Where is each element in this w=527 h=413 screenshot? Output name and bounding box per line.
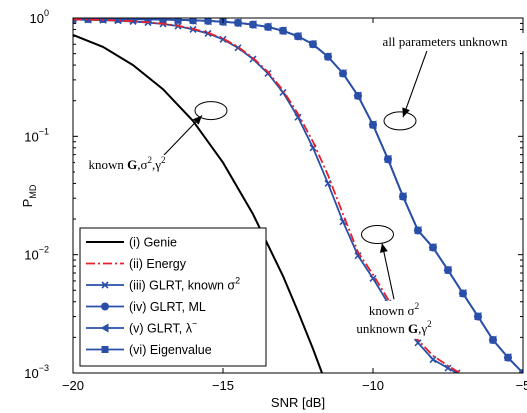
y-tick-label: 10−1 [24, 126, 49, 144]
y-axis-label-main: P [20, 199, 35, 208]
data-point [174, 18, 182, 24]
annotation-genie: known G,σ2,γ2 [75, 101, 228, 175]
legend-label: (ii) Energy [129, 257, 187, 271]
annotation-bg [75, 154, 183, 175]
data-point [444, 364, 452, 372]
y-tick-label: 10−3 [24, 363, 49, 381]
data-point [279, 88, 287, 96]
data-point [354, 91, 362, 100]
arrow-head [402, 107, 410, 118]
data-point [159, 18, 167, 24]
legend-item: (vi) Eigenvalue [86, 343, 212, 357]
annotation-ellipse [194, 101, 228, 121]
annotation-text: known σ2 [369, 301, 419, 318]
data-point [369, 274, 377, 282]
annotation-ellipse [361, 225, 394, 245]
data-point [114, 18, 122, 25]
x-tick-label: −10 [362, 378, 384, 393]
arrow-line [162, 115, 203, 157]
legend-item: (v) GLRT, λ− [86, 319, 197, 336]
data-point [459, 289, 467, 298]
legend-label: (vi) Eigenvalue [129, 343, 212, 357]
legend-label: (iv) GLRT, ML [129, 300, 206, 314]
legend-label: (i) Genie [129, 236, 177, 250]
arrow-line [381, 243, 395, 300]
data-point [100, 323, 109, 333]
legend-items: (i) Genie (ii) Energy (iii) GLRT, known σ2… [86, 236, 240, 357]
data-point [489, 336, 497, 345]
annotation-bg [346, 300, 444, 339]
legend-item: (iii) GLRT, known σ2 [86, 276, 240, 293]
annotation-all: all parameters unknown [365, 32, 527, 131]
annotation-ellipse [383, 111, 417, 131]
data-point [264, 22, 272, 31]
legend-label: (iii) GLRT, known σ2 [129, 276, 240, 293]
x-tick-label: −15 [212, 378, 234, 393]
legend-item: (ii) Energy [86, 257, 187, 271]
legend-item: (i) Genie [86, 236, 177, 250]
x-tick-label: −20 [62, 378, 84, 393]
y-tick-label: 10−2 [24, 245, 49, 263]
plot-frame [72, 17, 524, 374]
data-point [429, 355, 437, 364]
series-1 [73, 33, 323, 373]
data-point [414, 226, 422, 235]
tick-layer: −20 −15 −10 −5 10−3 10−2 10−1 100 [24, 8, 527, 393]
data-point [279, 26, 287, 35]
series-line [73, 33, 323, 373]
arrow-head [379, 243, 388, 253]
legend-label: (v) GLRT, λ− [129, 319, 197, 336]
data-point [101, 281, 109, 289]
data-point [249, 20, 257, 29]
legend-item: (iv) GLRT, ML [86, 300, 206, 314]
data-point [99, 18, 107, 24]
data-point [129, 18, 137, 26]
y-axis-label: PMD [20, 184, 38, 207]
annotation-text: all parameters unknown [383, 34, 508, 49]
y-tick-label: 100 [30, 8, 49, 26]
annotation-bg [365, 32, 527, 51]
data-point [324, 179, 332, 187]
data-point [101, 346, 109, 353]
data-point [204, 18, 212, 25]
data-point [399, 192, 407, 201]
data-point [73, 18, 77, 24]
data-point [189, 18, 197, 25]
arrow-line [402, 50, 428, 118]
annotation-text: known G,σ2,γ2 [88, 155, 165, 172]
arrow-head [192, 115, 202, 125]
legend: (i) Genie (ii) Energy (iii) GLRT, known σ2… [79, 227, 267, 367]
legend-box [79, 227, 267, 367]
data-point [429, 243, 437, 252]
y-axis-label-sub: MD [28, 184, 38, 198]
x-axis-label: SNR [dB] [271, 395, 325, 410]
data-point [339, 69, 347, 78]
annotation-layer: known G,σ2,γ2 all parameters unknown known… [75, 32, 527, 339]
data-point [444, 266, 452, 275]
series-4 [73, 18, 523, 373]
data-point [101, 302, 109, 311]
data-point [234, 18, 242, 27]
data-point [369, 120, 377, 129]
annotation-text: unknown G,γ2 [356, 319, 431, 336]
data-point [519, 369, 523, 373]
data-point [309, 40, 317, 49]
data-point [294, 32, 302, 41]
data-point [384, 155, 392, 164]
series-layer [73, 18, 523, 373]
data-point [324, 52, 332, 61]
data-point [234, 44, 242, 52]
data-point [474, 312, 482, 321]
data-point [414, 339, 422, 347]
data-point [84, 18, 92, 24]
data-point [294, 113, 302, 121]
data-point [504, 353, 512, 362]
x-tick-label: −5 [516, 378, 527, 393]
